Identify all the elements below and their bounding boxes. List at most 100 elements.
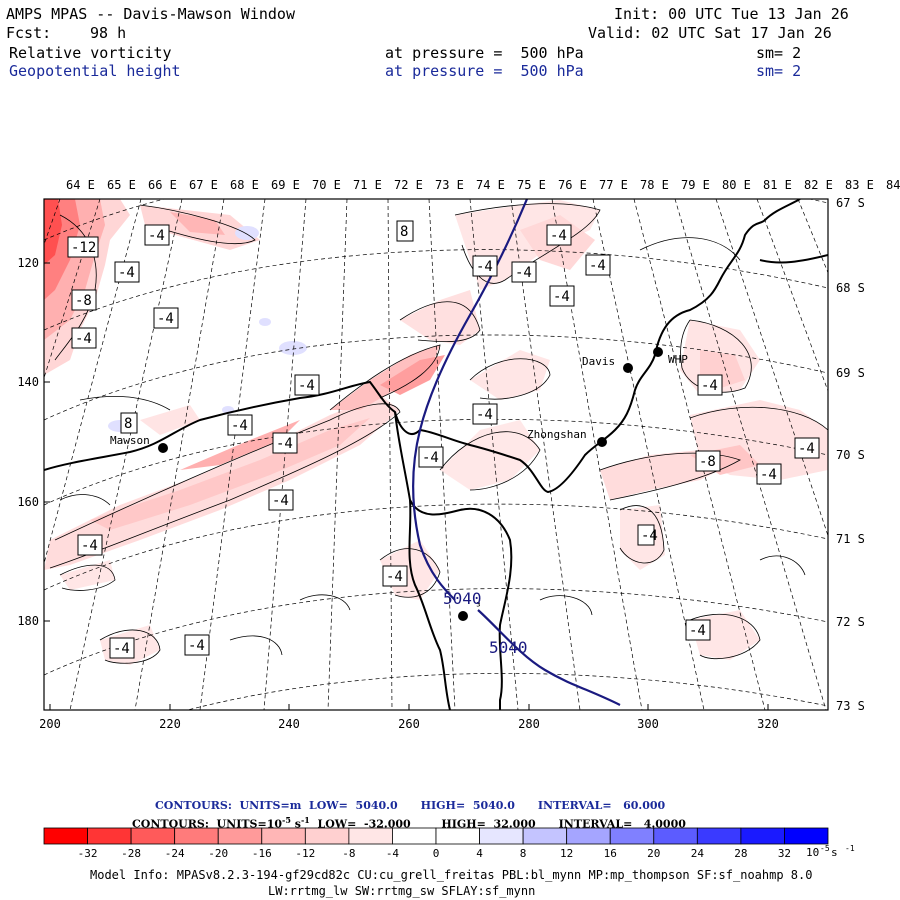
height-label: 5040 [489,638,528,657]
svg-text:-4: -4 [798,441,815,457]
longitude-labels: 64 E 65 E 66 E 67 E 68 E 69 E 70 E 71 E … [66,178,900,192]
contour-label: -4 [637,524,658,546]
svg-text:-4: -4 [0,0,17,4]
colorbar-unit: 10 -5 s -1 [806,844,855,859]
svg-text:-4: -4 [276,436,293,452]
svg-text:-4: -4 [231,418,248,434]
contour-label: -4 [472,255,498,277]
lat-label: 70 S [836,448,865,462]
height-label: 5040 [443,589,482,608]
lat-label: 68 S [836,281,865,295]
lon-label: 73 E [435,178,464,192]
contour-label: -12 [67,236,99,258]
contour-label: -4 [756,463,782,485]
contour-label: -4 [0,0,17,4]
contour-label: -4 [794,437,820,459]
svg-text:8: 8 [124,416,132,432]
contour-info-vorticity: CONTOURS: UNITS=10-5 s-1 LOW= -32.000 HI… [132,815,686,831]
lon-label: 81 E [763,178,792,192]
lon-label: 74 E [476,178,505,192]
colorbar-tick-label: -32 [78,847,98,860]
svg-text:-4: -4 [589,258,606,274]
svg-text:-4: -4 [386,569,403,585]
x-tick-label: 320 [757,717,779,731]
vorticity-shading [44,199,828,710]
lon-label: 64 E [66,178,95,192]
svg-text:-4: -4 [272,493,289,509]
init-time: Init: 00 UTC Tue 13 Jan 26 [614,5,849,23]
y-tick-label: 120 [17,256,39,270]
field2-name: Geopotential height [9,62,181,80]
colorbar-swatch [696,827,742,845]
lon-label: 65 E [107,178,136,192]
lon-label: 80 E [722,178,751,192]
contour-label: -4 [109,637,135,659]
colorbar-tick-label: 24 [691,847,705,860]
svg-text:-4: -4 [75,331,92,347]
contour-label: -4 [472,403,498,425]
contour-label: -8 [71,289,97,311]
lon-label: 71 E [353,178,382,192]
contour-label: -4 [71,327,97,349]
field1-level: at pressure = 500 hPa [385,44,584,62]
contour-label: -4 [184,634,210,656]
svg-text:-4: -4 [0,0,17,4]
svg-text:-8: -8 [75,293,92,309]
lat-label: 73 S [836,699,865,713]
latitude-labels: 67 S 68 S 69 S 70 S 71 S 72 S 73 S [836,196,865,713]
lon-label: 76 E [558,178,587,192]
colorbar [43,827,829,845]
svg-text:-4: -4 [118,265,135,281]
y-tick-label: 160 [17,495,39,509]
svg-text:-4: -4 [689,623,706,639]
contour-label: -4 [546,224,572,246]
station-label-davis: Davis [582,355,615,368]
field2-smoothing: sm= 2 [756,62,802,80]
x-tick-label: 300 [637,717,659,731]
contour-labels: -12 -8 -4 8 8 -4 -4 -4 -4 -4 -4 -4 -4 -4… [0,0,820,659]
contour-label: -4 [585,254,611,276]
colorbar-swatch [87,827,132,845]
lon-label: 69 E [271,178,300,192]
contour-label: -4 [153,307,179,329]
colorbar-tick-label: 0 [433,847,440,860]
svg-text:-4: -4 [641,528,658,544]
svg-text:-4: -4 [113,641,130,657]
contour-label: -4 [268,489,294,511]
lon-label: 83 E [845,178,874,192]
axis-ticks [44,262,769,710]
station-marker-davis [623,363,633,373]
colorbar-tick-label: 28 [734,847,747,860]
svg-text:-4: -4 [298,378,315,394]
station-label-mawson: Mawson [110,434,150,447]
station-marker-mawson [158,443,168,453]
colorbar-tick-label: 20 [647,847,660,860]
lon-label: 67 E [189,178,218,192]
x-tick-label: 240 [278,717,300,731]
station-marker-unnamed [458,611,468,621]
contour-label: -4 [0,0,17,4]
svg-text:-8: -8 [699,454,716,470]
lon-label: 75 E [517,178,546,192]
svg-text:-4: -4 [553,289,570,305]
x-tick-label: 260 [398,717,420,731]
contour-label: -4 [382,565,408,587]
y-tick-label: 140 [17,375,39,389]
forecast-hours: 98 h [90,24,127,42]
svg-text:-4: -4 [188,638,205,654]
map-frame [43,198,829,711]
colorbar-tick-label: 32 [778,847,791,860]
forecast-label: Fcst: [6,24,52,42]
lat-label: 69 S [836,366,865,380]
svg-text:8: 8 [400,224,408,240]
contour-label: -4 [227,414,253,436]
svg-text:-4: -4 [0,0,17,4]
svg-text:-1: -1 [845,844,855,853]
svg-text:-4: -4 [157,311,174,327]
lon-label: 72 E [394,178,423,192]
colorbar-tick-label: -16 [252,847,272,860]
plot-title: AMPS MPAS -- Davis-Mawson Window [6,5,295,23]
lat-label: 72 S [836,615,865,629]
svg-text:-12: -12 [71,240,96,256]
